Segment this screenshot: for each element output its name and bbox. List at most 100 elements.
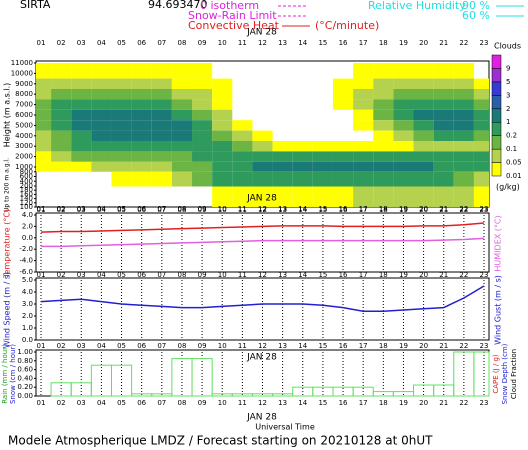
y-tick-label: 100: [20, 203, 33, 211]
cloud-cell: [473, 161, 489, 172]
y-tick-label: 5.0: [22, 276, 33, 284]
legend-rh: Relative Humidity: [368, 0, 466, 12]
hour-label: 20: [419, 342, 428, 350]
cloud-cell: [232, 186, 253, 207]
cloud-cell: [71, 89, 92, 100]
cloud-cell: [373, 99, 394, 110]
cloud-cell: [171, 161, 193, 172]
cloud-cell: [192, 89, 213, 100]
cloud-cell: [111, 78, 132, 89]
hour-label: 08: [177, 206, 186, 214]
cloud-cell: [453, 186, 474, 207]
cloud-cell: [353, 78, 374, 89]
cloud-cell: [353, 186, 374, 207]
colorbar-label: 9: [506, 64, 510, 72]
y-tick-label: 3000: [15, 142, 33, 150]
hour-label: 13: [278, 342, 287, 350]
cloud-cell: [473, 78, 489, 89]
cloud-cell: [393, 161, 414, 172]
cloud-cell: [51, 130, 72, 141]
cloud-cell: [51, 89, 72, 100]
y-tick-label: 11000: [11, 59, 33, 67]
hour-label: 06: [137, 271, 146, 279]
hour-label: 12: [258, 39, 267, 47]
cloud-cell: [232, 120, 253, 131]
y-tick-label: 0.60: [17, 366, 33, 374]
date-label: JAN 28: [246, 194, 277, 204]
hour-label: 05: [117, 399, 126, 407]
cloud-cell: [171, 151, 193, 162]
y-tick-label: 2.0: [22, 312, 33, 320]
hour-label: 18: [379, 206, 388, 214]
hour-label: 06: [137, 399, 146, 407]
y-tick-label: 0.80: [17, 357, 33, 365]
cloud-cell: [433, 109, 454, 121]
hour-label: 09: [198, 271, 207, 279]
cloud-cell: [312, 151, 333, 162]
cloud-cell: [51, 120, 72, 131]
hour-label: 10: [218, 206, 227, 214]
hour-label: 13: [278, 205, 287, 213]
cloud-cell: [453, 63, 474, 79]
cloud-cell: [473, 109, 489, 121]
cloud-cell: [36, 151, 52, 162]
cloud-cell: [393, 109, 414, 121]
cloud-cell: [413, 161, 434, 172]
hour-label: 03: [77, 342, 86, 350]
cloud-cell: [91, 141, 112, 152]
cloud-cell: [393, 151, 414, 162]
cloud-cell: [413, 120, 434, 131]
date-label: JAN 28: [246, 28, 277, 38]
hour-label: 14: [298, 206, 307, 214]
hour-label: 15: [318, 39, 327, 47]
cloud-cell: [36, 89, 52, 100]
legend-snow-rain: Snow-Rain Limit: [188, 9, 277, 22]
cloud-cell: [453, 141, 474, 152]
hour-label: 03: [77, 206, 86, 214]
colorbar-swatch: [491, 121, 502, 136]
hour-label: 12: [258, 206, 267, 214]
cloud-cell: [171, 120, 193, 131]
cloud-cell: [433, 130, 454, 141]
cloud-cell: [151, 109, 172, 121]
cloud-cell: [433, 171, 454, 187]
hour-label: 17: [359, 271, 368, 279]
hour-label: 15: [318, 205, 327, 213]
hour-label: 20: [419, 205, 428, 213]
hour-label: 15: [318, 271, 327, 279]
colorbar-swatch: [491, 162, 502, 177]
cloud-cell: [212, 99, 233, 110]
cloud-cell: [312, 171, 333, 187]
cloud-cell: [413, 89, 434, 100]
cloud-cell: [332, 89, 354, 100]
hour-label: 17: [359, 399, 368, 407]
hour-label: 03: [77, 399, 86, 407]
cloud-cell: [131, 109, 152, 121]
axis-label: Snow (cm / hour): [9, 344, 17, 404]
hour-label: 07: [157, 205, 166, 213]
hour-label: 05: [117, 271, 126, 279]
hour-label: 10: [218, 399, 227, 407]
hour-label: 22: [459, 205, 468, 213]
hour-label: 01: [37, 399, 46, 407]
cloud-cell: [353, 99, 374, 110]
cloud-cell: [453, 89, 474, 100]
hour-label: 01: [37, 39, 46, 47]
cloud-cell: [473, 130, 489, 141]
cloud-cell: [91, 161, 112, 172]
hour-label: 04: [97, 205, 106, 213]
cloud-cell: [393, 171, 414, 187]
cloud-cell: [413, 171, 434, 187]
cloud-cell: [373, 186, 394, 207]
hour-label: 04: [97, 271, 106, 279]
cloud-cell: [51, 78, 72, 89]
cloud-cell: [453, 130, 474, 141]
hour-label: 09: [198, 399, 207, 407]
cloud-cell: [171, 63, 193, 79]
axis-label: Temperature (°C): [3, 209, 12, 279]
colorbar-title: Clouds: [494, 42, 521, 51]
y-tick-label: 5000: [15, 121, 33, 129]
hour-label: 08: [177, 399, 186, 407]
hour-label: 05: [117, 342, 126, 350]
cloud-cell: [111, 109, 132, 121]
